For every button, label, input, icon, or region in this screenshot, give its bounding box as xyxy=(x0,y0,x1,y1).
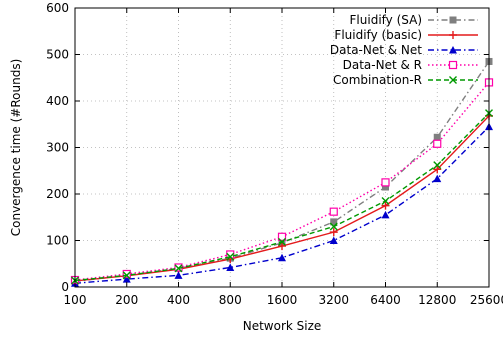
legend-marker xyxy=(449,16,457,24)
legend-marker xyxy=(449,31,457,39)
data-point xyxy=(433,133,441,141)
x-tick-label: 25600 xyxy=(470,293,503,307)
legend-entry-1: Fluidify (basic) xyxy=(334,28,478,42)
legend: Fluidify (SA)Fluidify (basic)Data-Net & … xyxy=(330,13,478,87)
data-point xyxy=(330,218,338,226)
x-tick-label: 100 xyxy=(64,293,87,307)
series-layer xyxy=(70,57,494,287)
y-tick-label: 200 xyxy=(46,187,69,201)
x-tick-label: 12800 xyxy=(418,293,456,307)
data-point xyxy=(433,139,442,148)
x-tick-label: 3200 xyxy=(318,293,349,307)
x-tick-label: 200 xyxy=(115,293,138,307)
y-tick-label: 400 xyxy=(46,94,69,108)
series-3 xyxy=(70,78,494,285)
x-tick-label: 800 xyxy=(219,293,242,307)
data-point xyxy=(433,174,442,183)
data-point xyxy=(226,252,235,261)
data-point xyxy=(226,250,235,259)
y-tick-label: 100 xyxy=(46,234,69,248)
data-point xyxy=(277,232,287,241)
series-4 xyxy=(71,109,493,285)
data-point xyxy=(122,269,131,279)
data-point xyxy=(329,236,338,244)
data-point xyxy=(329,228,338,237)
data-point xyxy=(122,271,131,280)
legend-label: Fluidify (basic) xyxy=(334,28,422,42)
y-tick-label: 0 xyxy=(61,280,69,294)
legend-entry-2: Data-Net & Net xyxy=(330,43,478,57)
data-point xyxy=(433,165,442,174)
legend-label: Fluidify (SA) xyxy=(350,13,422,27)
y-axis-label: Convergence time (#Rounds) xyxy=(9,59,23,237)
x-tick-label: 1600 xyxy=(267,293,298,307)
data-point xyxy=(381,201,390,210)
data-point xyxy=(278,242,286,251)
legend-marker xyxy=(449,76,457,84)
data-point xyxy=(226,263,235,271)
x-axis-label: Network Size xyxy=(243,319,322,333)
data-point xyxy=(381,196,390,205)
x-tick-label: 6400 xyxy=(370,293,401,307)
y-tick-label: 500 xyxy=(46,48,69,62)
data-point xyxy=(329,207,338,216)
data-point xyxy=(174,271,183,279)
legend-label: Combination-R xyxy=(333,73,422,87)
legend-label: Data-Net & R xyxy=(343,58,422,72)
data-point xyxy=(381,178,390,187)
data-point xyxy=(278,237,286,246)
legend-marker xyxy=(449,46,457,54)
legend-entry-0: Fluidify (SA) xyxy=(350,13,478,27)
data-point xyxy=(433,161,442,170)
data-point xyxy=(278,253,286,262)
legend-label: Data-Net & Net xyxy=(330,43,422,57)
legend-entry-4: Combination-R xyxy=(333,73,478,87)
y-tick-label: 300 xyxy=(46,141,69,155)
x-tick-label: 400 xyxy=(167,293,190,307)
data-point xyxy=(174,264,183,273)
data-point xyxy=(122,275,131,283)
data-point xyxy=(329,222,338,231)
series-line xyxy=(74,126,490,284)
legend-marker xyxy=(448,60,458,70)
data-point xyxy=(382,183,389,191)
legend-entry-3: Data-Net & R xyxy=(343,58,478,72)
y-tick-label: 600 xyxy=(46,1,69,15)
data-point xyxy=(381,210,390,219)
